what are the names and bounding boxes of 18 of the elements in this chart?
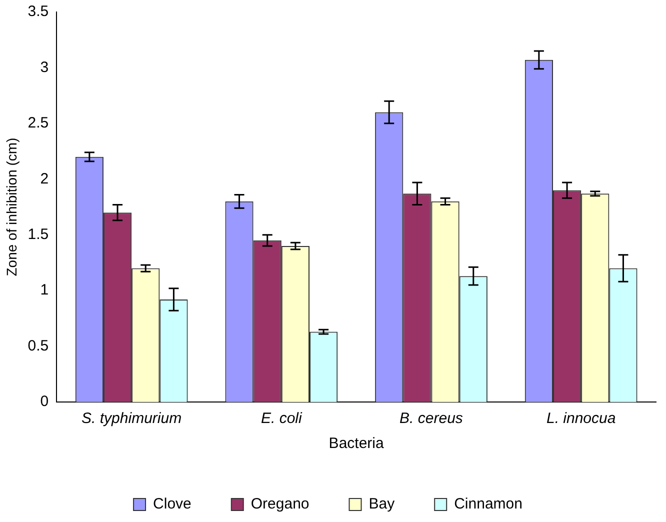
y-tick-label: 1	[40, 282, 49, 299]
legend-label: Oregano	[250, 496, 310, 513]
x-tick-label: S. typhimurium	[82, 410, 182, 428]
legend-label: Clove	[153, 496, 192, 513]
y-tick-label: 0.5	[28, 337, 49, 354]
x-tick-label: B. cereus	[400, 410, 464, 428]
legend-label: Cinnamon	[454, 496, 522, 513]
y-tick-label: 0	[40, 393, 49, 410]
x-tick-label: E. coli	[260, 410, 302, 428]
y-tick-label: 2.5	[28, 114, 49, 132]
x-tick-label: L. innocua	[546, 410, 616, 428]
legend-label: Bay	[368, 496, 396, 513]
y-tick-label: 1.5	[28, 226, 49, 243]
y-tick-label: 2	[40, 170, 49, 188]
y-tick-label: 3.5	[28, 3, 49, 20]
x-axis-title: Bacteria	[328, 435, 384, 452]
y-tick-label: 3	[40, 58, 49, 76]
y-axis-title: Zone of inhibition (cm)	[3, 138, 20, 276]
